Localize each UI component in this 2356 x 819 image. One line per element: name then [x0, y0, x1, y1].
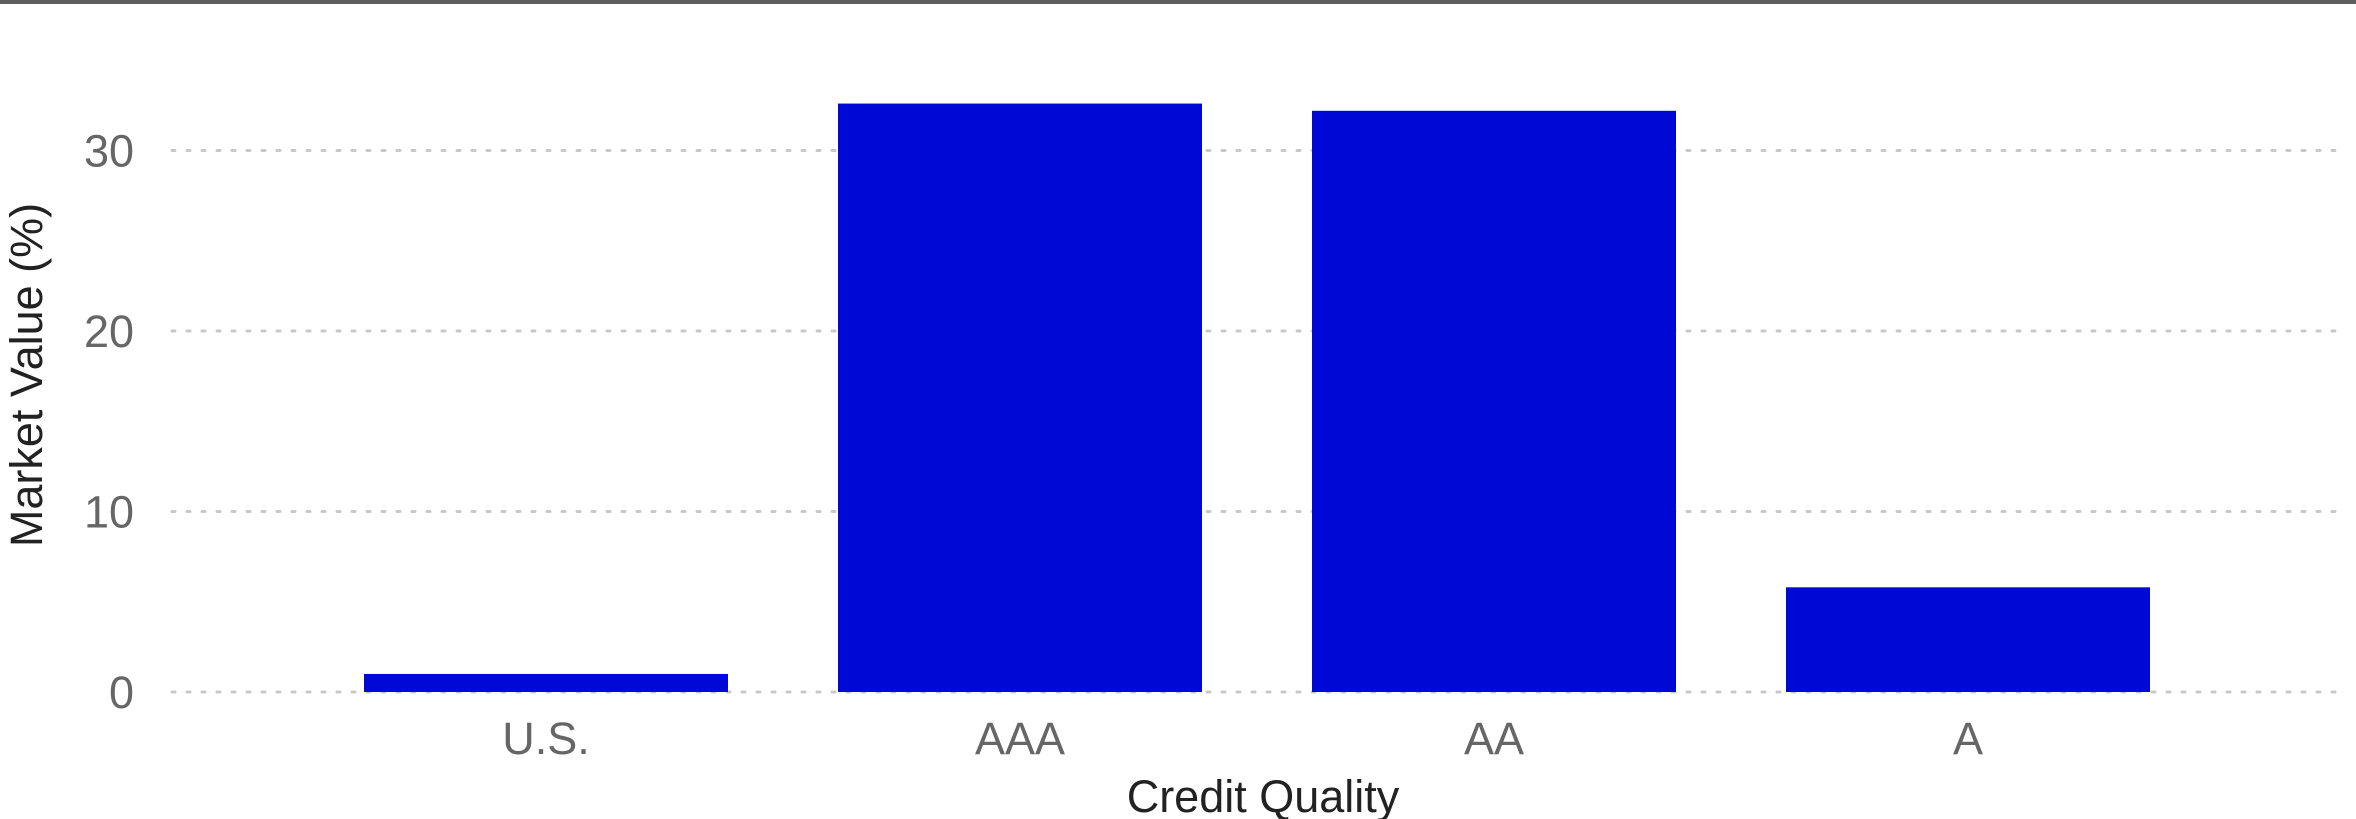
y-tick-label: 20 [84, 306, 134, 357]
bar [1312, 110, 1676, 693]
top-border [0, 0, 2356, 4]
x-axis-ticks: U.S. AAA AA A [502, 713, 1983, 764]
x-tick-label: AAA [975, 713, 1065, 764]
bar [838, 103, 1202, 692]
x-tick-label: A [1953, 713, 1983, 764]
x-tick-label: U.S. [502, 713, 590, 764]
y-tick-label: 30 [84, 126, 134, 177]
bars [364, 103, 2150, 693]
x-axis-title: Credit Quality [1127, 771, 1400, 819]
x-tick-label: AA [1464, 713, 1524, 764]
y-axis-title: Market Value (%) [1, 203, 52, 547]
y-tick-label: 10 [84, 487, 134, 538]
y-tick-label: 0 [109, 667, 134, 718]
bar [364, 673, 728, 692]
y-axis-ticks: 0 10 20 30 [84, 126, 134, 719]
bar [1786, 587, 2150, 692]
